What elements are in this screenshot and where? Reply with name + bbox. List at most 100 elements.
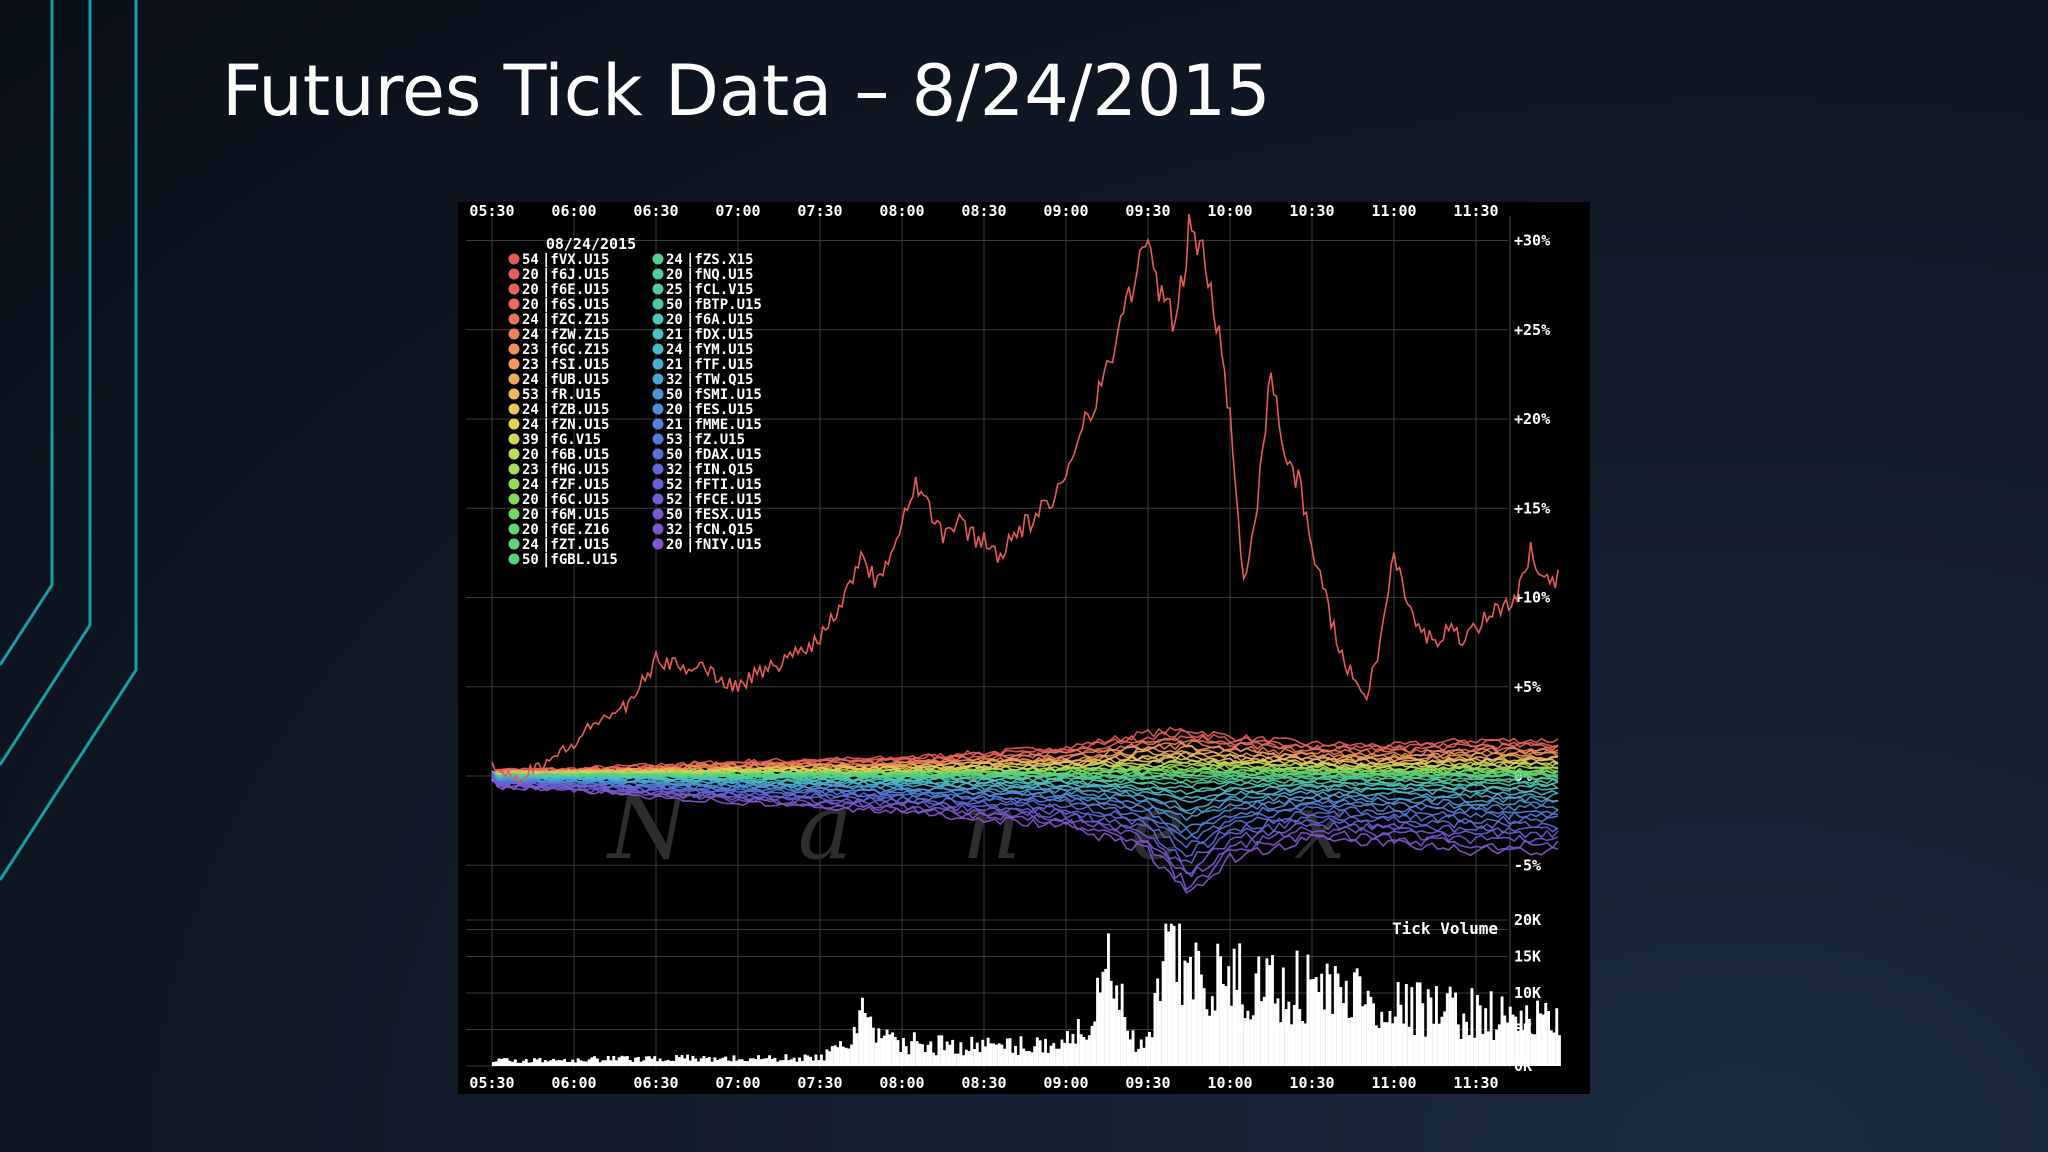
volume-bar — [1164, 923, 1168, 1066]
x-tick-label-bottom: 08:30 — [961, 1074, 1006, 1092]
tick-chart: 05:30 05:30 06:00 06:00 06:30 06:30 07:00 07:00… — [466, 202, 1561, 1092]
volume-bar — [1216, 943, 1220, 1066]
legend-marker-fNQ.U15 — [652, 268, 664, 280]
volume-bar — [1292, 1004, 1296, 1066]
volume-bar — [1435, 986, 1438, 1066]
volume-bar — [1046, 1052, 1050, 1066]
legend-count: 24 — [522, 327, 539, 343]
volume-bar — [500, 1058, 504, 1066]
volume-bar — [1284, 1009, 1288, 1066]
volume-bar — [751, 1058, 755, 1066]
volume-bar — [494, 1061, 498, 1066]
volume-bar — [806, 1055, 810, 1066]
series-line-fR.U15 — [491, 750, 1559, 779]
volume-bar — [620, 1055, 624, 1066]
volume-bar — [661, 1061, 665, 1066]
volume-bar — [656, 1061, 659, 1066]
volume-bar — [623, 1056, 627, 1066]
volume-bar — [871, 1027, 875, 1066]
volume-bar — [1175, 981, 1179, 1066]
volume-bar — [1489, 991, 1493, 1066]
legend-symbol: |fFTI.U15 — [686, 477, 762, 493]
volume-bar — [1003, 1048, 1006, 1066]
legend-symbol: |fVX.U15 — [542, 252, 609, 268]
volume-bar — [1063, 1042, 1067, 1066]
legend-count: 24 — [522, 537, 539, 553]
volume-bar — [716, 1060, 719, 1066]
volume-bar — [1232, 948, 1236, 1066]
volume-bar — [563, 1059, 566, 1066]
volume-bar — [1085, 1039, 1088, 1066]
volume-bar — [945, 1041, 949, 1066]
legend-marker-f6S.U15 — [508, 298, 520, 310]
volume-bar — [1109, 980, 1113, 1066]
legend-count: 54 — [522, 252, 539, 268]
x-tick-label-bottom: 05:30 — [469, 1074, 514, 1092]
volume-bar — [978, 1052, 982, 1066]
volume-bar — [1038, 1040, 1042, 1066]
volume-bar — [579, 1060, 583, 1066]
volume-bar — [530, 1062, 534, 1066]
volume-bar — [1418, 982, 1422, 1066]
legend-count: 50 — [666, 387, 683, 403]
volume-bar — [740, 1059, 744, 1066]
volume-bar — [803, 1054, 807, 1066]
volume-bar — [789, 1059, 793, 1066]
volume-bar — [1219, 956, 1222, 1066]
volume-bar — [1320, 973, 1324, 1066]
volume-bar — [546, 1061, 550, 1066]
slide-title: Futures Tick Data – 8/24/2015 — [222, 50, 1271, 132]
chart-panel: 05:30 05:30 06:00 06:00 06:30 06:30 07:00 07:00… — [458, 202, 1590, 1094]
volume-bar — [1295, 950, 1299, 1066]
x-tick-label-bottom: 07:00 — [715, 1074, 760, 1092]
volume-bar — [1492, 1040, 1496, 1066]
volume-bar — [1511, 1014, 1515, 1066]
legend-marker-fTW.Q15 — [652, 373, 664, 385]
volume-bar — [852, 1026, 856, 1066]
volume-bar — [1429, 997, 1433, 1066]
volume-bar — [896, 1040, 900, 1066]
volume-bar — [1298, 1009, 1302, 1066]
volume-bar — [863, 1013, 867, 1066]
volume-bar — [606, 1056, 610, 1066]
volume-bar — [1161, 961, 1165, 1066]
volume-bar — [1090, 1025, 1094, 1066]
legend-symbol: |fNQ.U15 — [686, 267, 753, 283]
legend-marker-f6E.U15 — [508, 283, 520, 295]
series-line-f6A.U15 — [491, 770, 1559, 795]
volume-bar — [1303, 1023, 1307, 1066]
volume-bar — [773, 1057, 777, 1066]
volume-bar — [1071, 1033, 1075, 1066]
legend-marker-fZC.Z15 — [508, 313, 520, 325]
legend-count: 20 — [522, 492, 539, 508]
volume-bar — [1399, 1004, 1403, 1066]
legend-marker-fMME.U15 — [652, 418, 664, 430]
volume-bar — [768, 1055, 771, 1066]
legend-symbol: |fZB.U15 — [542, 402, 609, 418]
legend-marker-fZS.X15 — [652, 253, 664, 265]
volume-bar — [680, 1055, 684, 1066]
legend-marker-fTF.U15 — [652, 358, 664, 370]
volume-bar — [1533, 1034, 1537, 1066]
legend-marker-fZ.U15 — [652, 433, 664, 445]
volume-bar — [1134, 1051, 1138, 1066]
volume-bar — [1421, 1003, 1425, 1066]
volume-bar — [1503, 1015, 1507, 1066]
legend-count: 21 — [666, 327, 683, 343]
volume-bar — [757, 1055, 760, 1066]
volume-bar — [1194, 942, 1198, 1066]
volume-bar — [1120, 983, 1124, 1066]
legend-symbol: |fDAX.U15 — [686, 447, 762, 463]
volume-bar — [516, 1062, 520, 1066]
volume-bar — [691, 1056, 695, 1066]
volume-bar — [1500, 996, 1504, 1066]
volume-bar — [1517, 1030, 1520, 1066]
volume-bar — [1470, 988, 1474, 1066]
volume-bar — [951, 1039, 955, 1066]
volume-bar — [1451, 997, 1455, 1066]
legend-marker-f6M.U15 — [508, 508, 520, 520]
volume-bar — [833, 1045, 837, 1066]
legend-marker-fCL.V15 — [652, 283, 664, 295]
volume-bar — [1547, 1011, 1550, 1066]
legend-marker-fCN.Q15 — [652, 523, 664, 535]
